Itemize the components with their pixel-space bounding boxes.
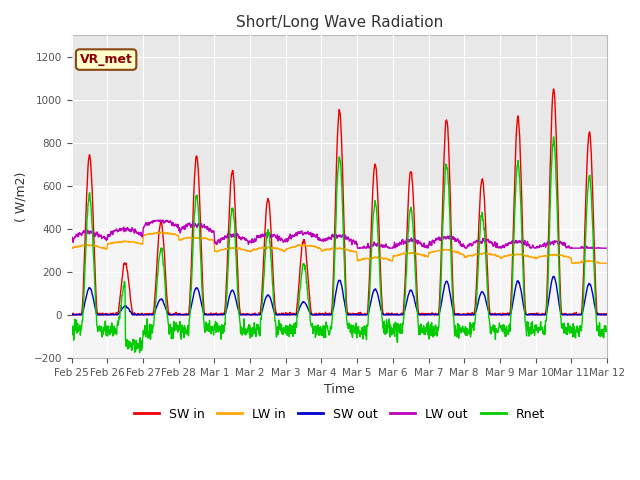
Bar	[72, 36, 607, 186]
X-axis label: Time: Time	[324, 383, 355, 396]
Text: VR_met: VR_met	[80, 53, 132, 66]
Title: Short/Long Wave Radiation: Short/Long Wave Radiation	[236, 15, 443, 30]
Y-axis label: ( W/m2): ( W/m2)	[15, 171, 28, 222]
Legend: SW in, LW in, SW out, LW out, Rnet: SW in, LW in, SW out, LW out, Rnet	[129, 403, 550, 426]
Bar	[72, 186, 607, 358]
